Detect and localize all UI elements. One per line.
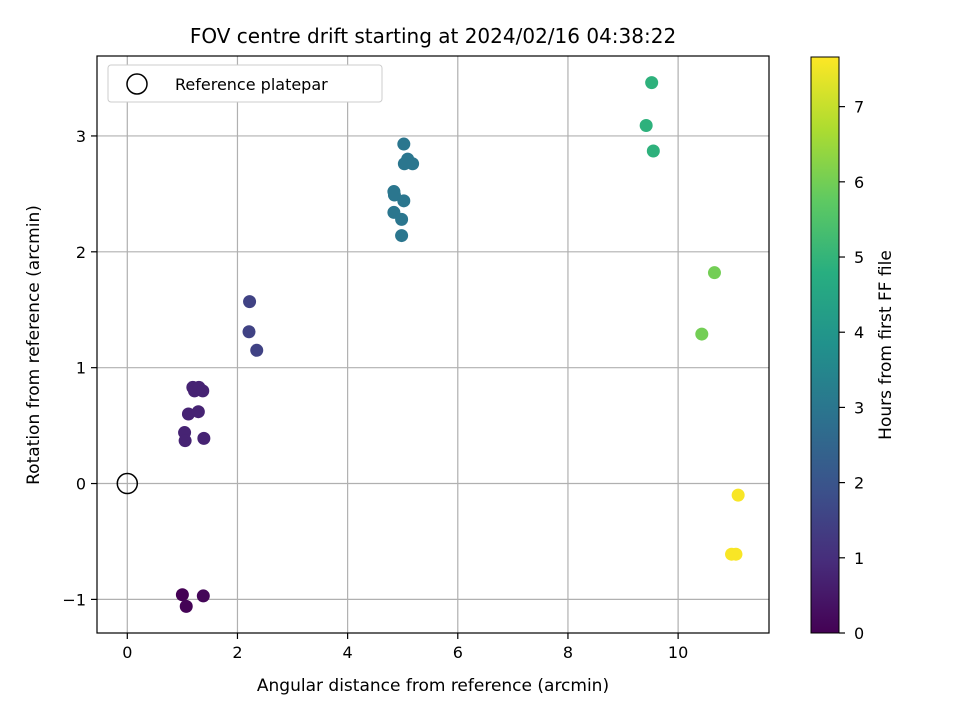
colorbar: 0 1 2 3 4 5 6 7 Hours from first FF file bbox=[810, 56, 896, 643]
data-point bbox=[387, 188, 401, 202]
x-tick-label: 4 bbox=[343, 643, 353, 662]
y-tick-label: 0 bbox=[76, 475, 86, 494]
grid bbox=[97, 56, 769, 633]
y-axis-label: Rotation from reference (arcmin) bbox=[24, 205, 44, 485]
legend-marker bbox=[126, 73, 148, 95]
x-tick-label: 10 bbox=[668, 643, 688, 662]
data-point bbox=[731, 488, 745, 502]
y-tick-label: 1 bbox=[76, 359, 86, 378]
x-tick-label: 0 bbox=[122, 643, 132, 662]
data-point bbox=[646, 144, 660, 158]
colorbar-tick-label: 5 bbox=[854, 248, 864, 267]
colorbar-tick-label: 6 bbox=[854, 173, 864, 192]
data-point bbox=[395, 229, 409, 243]
legend: Reference platepar bbox=[107, 64, 383, 103]
chart-title: FOV centre drift starting at 2024/02/16 … bbox=[190, 24, 676, 48]
colorbar-tick-label: 7 bbox=[854, 98, 864, 117]
data-point bbox=[707, 266, 721, 280]
data-point bbox=[197, 431, 211, 445]
y-tick-label: 2 bbox=[76, 243, 86, 262]
data-point bbox=[639, 119, 653, 133]
data-point bbox=[196, 384, 210, 398]
data-point bbox=[395, 212, 409, 226]
colorbar-ticks: 0 1 2 3 4 5 6 7 bbox=[839, 98, 864, 643]
x-tick-label: 2 bbox=[232, 643, 242, 662]
data-point bbox=[397, 194, 411, 208]
colorbar-tick-label: 0 bbox=[854, 624, 864, 643]
x-tick-label: 6 bbox=[453, 643, 463, 662]
data-point bbox=[242, 325, 256, 339]
colorbar-tick-label: 1 bbox=[854, 549, 864, 568]
data-point bbox=[178, 434, 192, 448]
data-point bbox=[406, 157, 420, 171]
data-point bbox=[250, 343, 264, 357]
reference-platepar-marker bbox=[116, 472, 139, 495]
plot-frame bbox=[96, 55, 770, 634]
colorbar-tick-label: 2 bbox=[854, 474, 864, 493]
y-axis: −1 0 1 2 3 bbox=[62, 127, 97, 609]
data-points bbox=[175, 76, 745, 613]
data-point bbox=[181, 407, 195, 421]
colorbar-label: Hours from first FF file bbox=[876, 250, 896, 440]
y-tick-label: −1 bbox=[62, 590, 86, 609]
data-point bbox=[196, 589, 210, 603]
x-tick-label: 8 bbox=[563, 643, 573, 662]
data-point bbox=[179, 599, 193, 613]
data-point bbox=[729, 547, 743, 561]
data-point bbox=[191, 405, 205, 419]
x-axis: 0 2 4 6 8 10 bbox=[122, 633, 688, 662]
colorbar-gradient bbox=[810, 56, 840, 634]
colorbar-tick-label: 4 bbox=[854, 323, 864, 342]
legend-box bbox=[107, 64, 383, 103]
y-tick-label: 3 bbox=[76, 127, 86, 146]
x-axis-label: Angular distance from reference (arcmin) bbox=[257, 676, 609, 696]
data-point bbox=[243, 295, 257, 309]
data-point bbox=[397, 137, 411, 151]
data-point bbox=[645, 76, 659, 90]
colorbar-tick-label: 3 bbox=[854, 398, 864, 417]
data-point bbox=[175, 588, 189, 602]
data-point bbox=[695, 327, 709, 341]
legend-label: Reference platepar bbox=[175, 75, 328, 94]
